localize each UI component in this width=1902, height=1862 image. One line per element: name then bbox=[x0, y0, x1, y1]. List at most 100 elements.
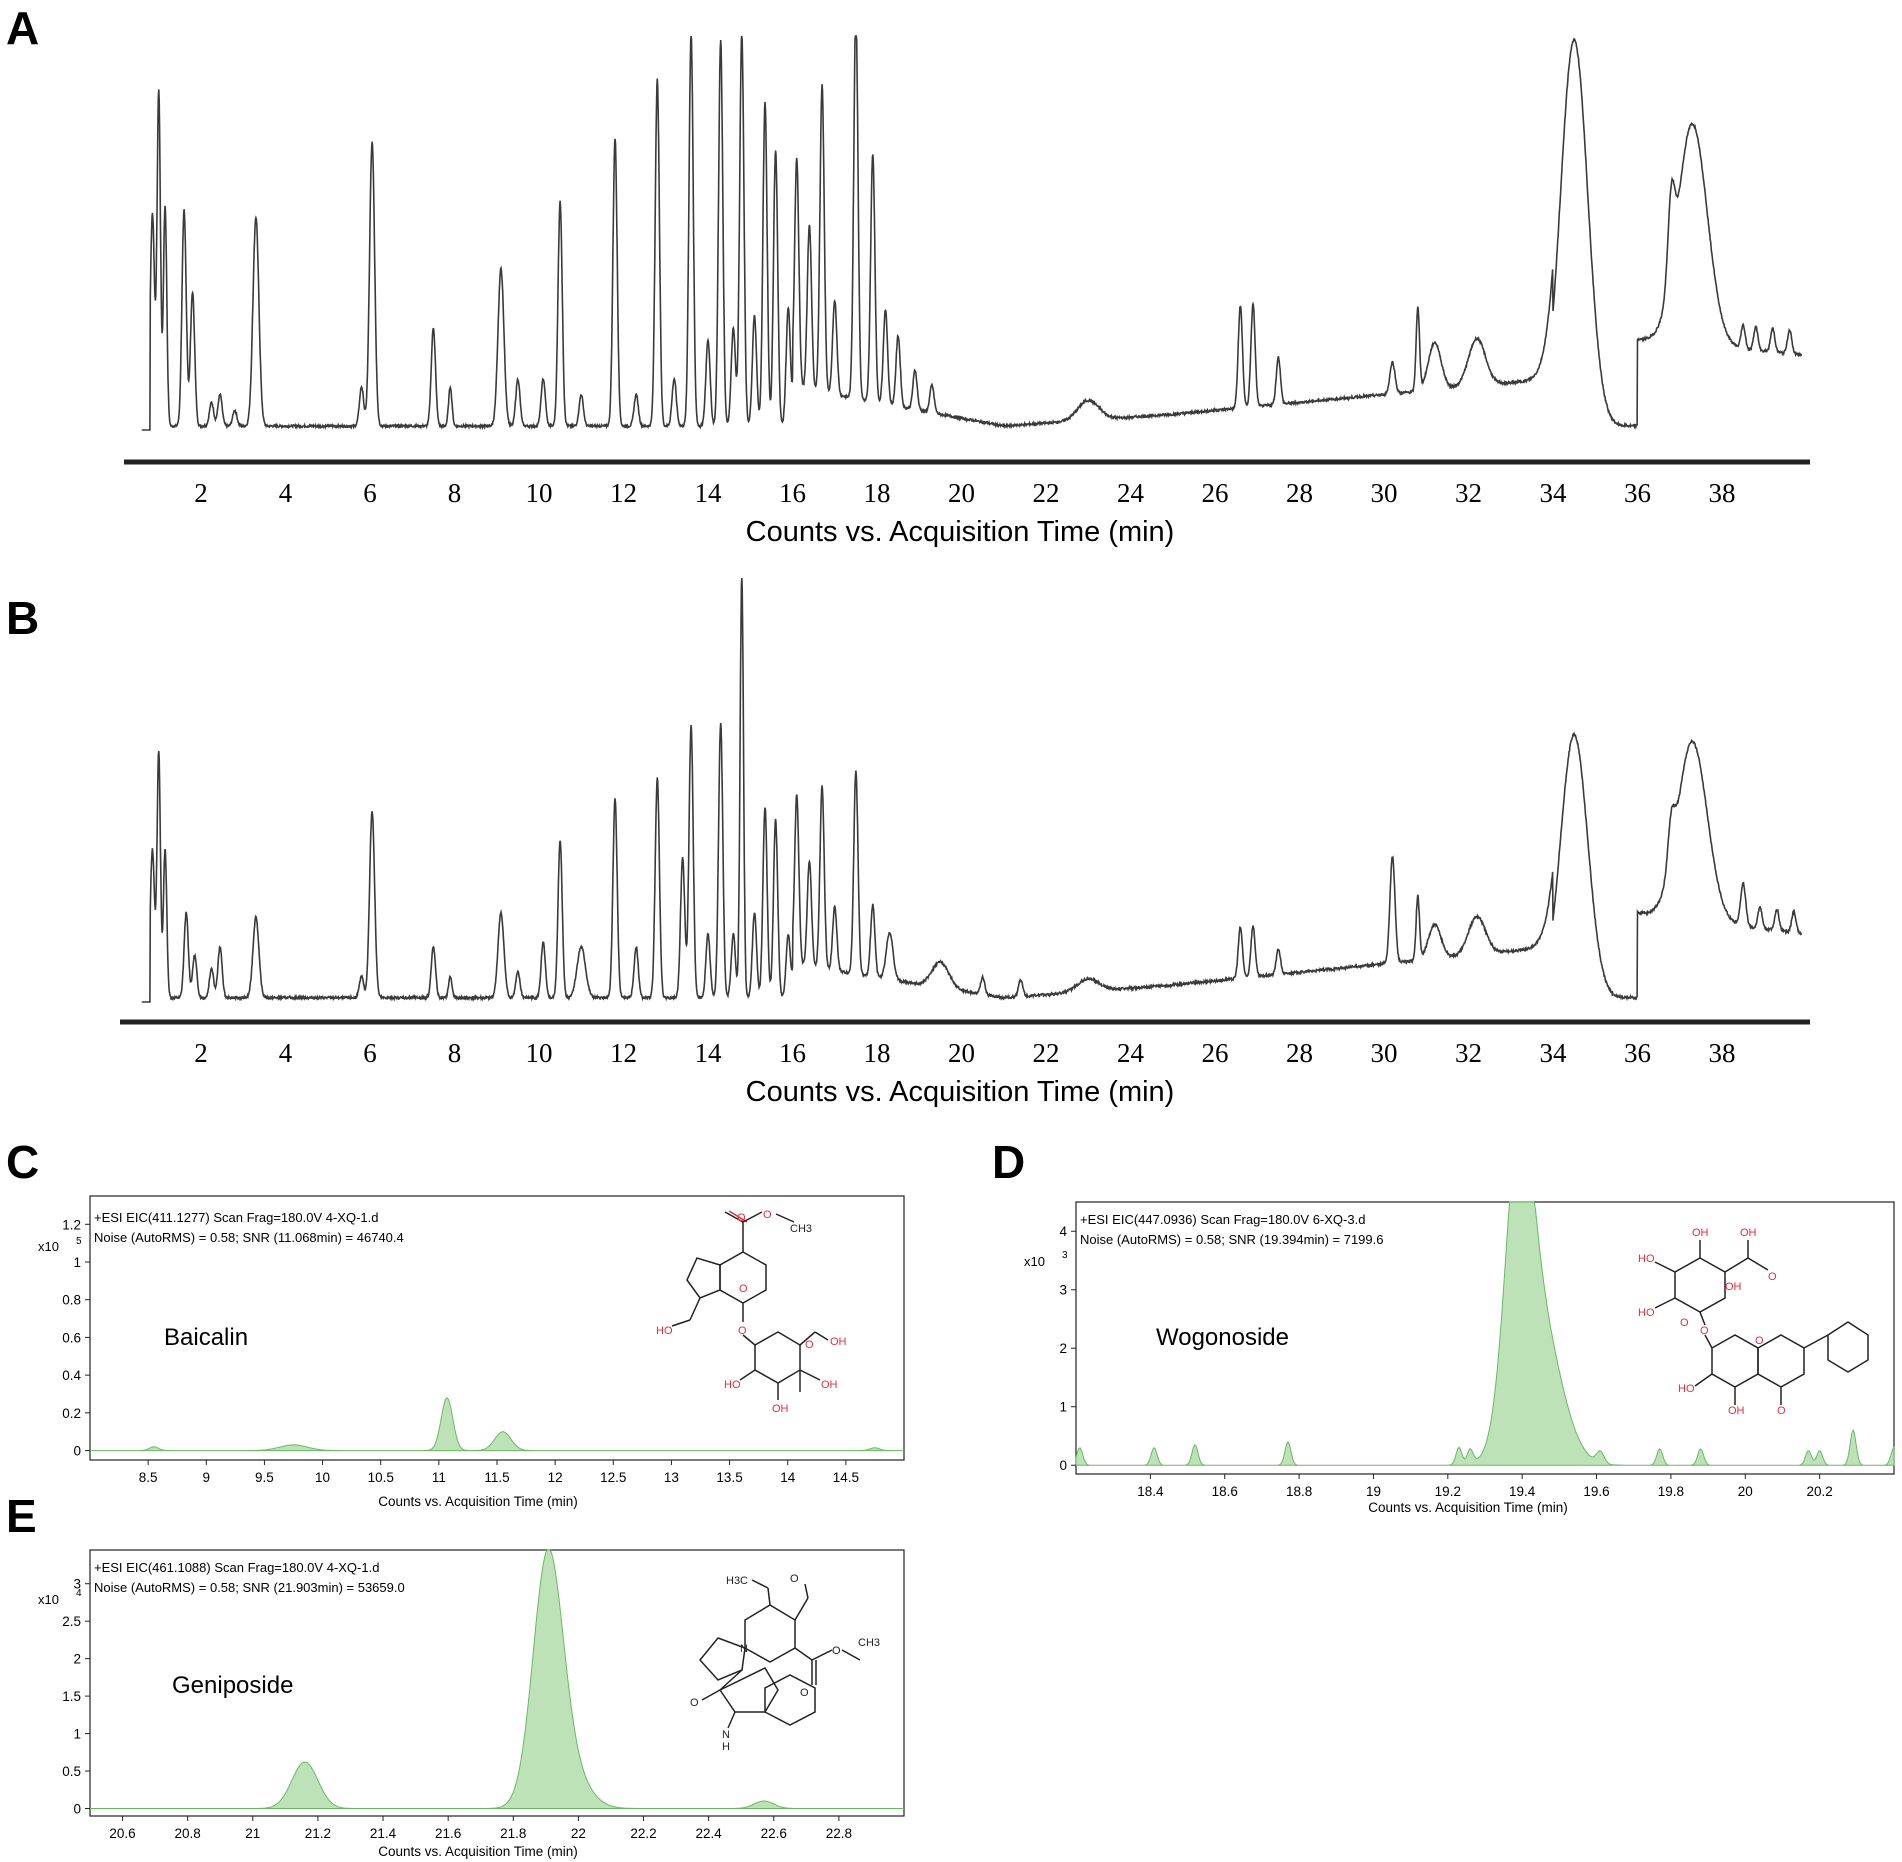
x-tick-label: 21 bbox=[245, 1826, 260, 1841]
panel-e: E +ESI EIC(461.1088) Scan Frag=180.0V 4-… bbox=[6, 1490, 905, 1859]
y-scale-exponent-d: 3 bbox=[1062, 1250, 1068, 1261]
atom-label: H bbox=[722, 1741, 730, 1753]
y-tick-label: 0.6 bbox=[62, 1330, 81, 1345]
atom-label: HO bbox=[1678, 1383, 1695, 1395]
x-tick-label: 22 bbox=[1033, 478, 1060, 508]
y-tick-label: 2 bbox=[1059, 1341, 1067, 1356]
x-tick-label: 14.5 bbox=[833, 1470, 859, 1485]
x-tick-label: 8.5 bbox=[139, 1470, 158, 1485]
y-tick-label: 0.4 bbox=[62, 1368, 81, 1383]
x-tick-label: 32 bbox=[1455, 1038, 1482, 1068]
x-tick-label: 28 bbox=[1286, 478, 1313, 508]
chemical-labels-d: OH HO OH O OH HO O O O HO OH O bbox=[1638, 1227, 1786, 1417]
x-tick-label: 36 bbox=[1624, 478, 1651, 508]
panel-d: D +ESI EIC(447.0936) Scan Frag=180.0V 6-… bbox=[992, 1136, 1895, 1515]
header-line-1-e: +ESI EIC(461.1088) Scan Frag=180.0V 4-XQ… bbox=[94, 1560, 379, 1575]
y-tick-label: 0 bbox=[73, 1444, 81, 1459]
x-tick-label: 14 bbox=[695, 478, 723, 508]
x-tick-label: 19 bbox=[1366, 1484, 1381, 1499]
x-tick-label: 8 bbox=[448, 478, 462, 508]
y-tick-label: 1 bbox=[73, 1727, 81, 1742]
x-tick-label: 12 bbox=[548, 1470, 563, 1485]
x-tick-label: 22.2 bbox=[630, 1826, 656, 1841]
y-tick-label: 0 bbox=[1059, 1458, 1067, 1473]
y-scale-exponent-c: 5 bbox=[76, 1236, 82, 1247]
y-scale-base-e: x10 bbox=[38, 1592, 59, 1607]
eic-peak-area-d bbox=[1075, 1201, 1895, 1466]
x-ticks-b: 2 4 6 8 10 12 14 16 18 20 22 24 26 28 30 32 34 36 38 bbox=[194, 1038, 1735, 1068]
x-tick-label: 32 bbox=[1455, 478, 1482, 508]
panel-c: C +ESI EIC(411.1277) Scan Frag=180.0V 4-… bbox=[6, 1136, 905, 1509]
atom-label: CH3 bbox=[790, 1223, 812, 1235]
x-ticks-a: 2 4 6 8 10 12 14 16 18 20 22 24 26 28 30 32 34 36 38 bbox=[194, 478, 1735, 508]
atom-label: O bbox=[763, 1209, 772, 1221]
atom-label: N bbox=[722, 1729, 730, 1741]
chemical-structure-c bbox=[671, 1210, 829, 1400]
x-tick-label: 20.6 bbox=[109, 1826, 135, 1841]
eic-peak-area-c bbox=[90, 1397, 904, 1452]
x-tick-label: 22 bbox=[1033, 1038, 1060, 1068]
y-tick-label: 0 bbox=[73, 1802, 81, 1817]
x-tick-label: 30 bbox=[1371, 1038, 1398, 1068]
atom-label: O bbox=[739, 1283, 748, 1295]
x-tick-label: 16 bbox=[779, 478, 806, 508]
y-scale-exponent-e: 4 bbox=[76, 1588, 82, 1599]
panel-label-d: D bbox=[992, 1136, 1025, 1188]
y-tick-label: 3 bbox=[1059, 1283, 1067, 1298]
y-tick-label: 4 bbox=[1059, 1224, 1067, 1239]
compound-label-d: Wogonoside bbox=[1156, 1324, 1289, 1351]
x-tick-label: 21.2 bbox=[305, 1826, 331, 1841]
x-tick-label: 14 bbox=[780, 1470, 796, 1485]
x-tick-label: 21.8 bbox=[500, 1826, 526, 1841]
panel-label-b: B bbox=[6, 592, 39, 644]
x-tick-label: 18.8 bbox=[1286, 1484, 1312, 1499]
header-line-1-c: +ESI EIC(411.1277) Scan Frag=180.0V 4-XQ… bbox=[94, 1210, 378, 1225]
x-tick-label: 14 bbox=[695, 1038, 723, 1068]
x-tick-label: 4 bbox=[279, 1038, 293, 1068]
chemical-structure-d bbox=[1654, 1240, 1869, 1405]
chromatogram-trace-a bbox=[141, 35, 1803, 431]
x-tick-label: 6 bbox=[363, 1038, 377, 1068]
x-tick-label: 13.5 bbox=[716, 1470, 742, 1485]
x-axis-label-e: Counts vs. Acquisition Time (min) bbox=[378, 1844, 578, 1859]
x-tick-label: 22 bbox=[571, 1826, 586, 1841]
x-tick-label: 13 bbox=[664, 1470, 679, 1485]
x-tick-label: 34 bbox=[1540, 478, 1568, 508]
y-scale-base-c: x10 bbox=[38, 1239, 59, 1254]
header-line-2-e: Noise (AutoRMS) = 0.58; SNR (21.903min) … bbox=[94, 1580, 405, 1595]
y-tick-label: 0.2 bbox=[62, 1406, 81, 1421]
atom-label: HO bbox=[1638, 1307, 1655, 1319]
chemical-labels-e: H3C O O O CH3 N O N H bbox=[690, 1573, 880, 1753]
x-tick-label: 12 bbox=[610, 1038, 637, 1068]
panel-b: B 2 4 6 8 10 12 14 16 18 20 22 24 26 28 30 32 34 36 38 Cou… bbox=[6, 577, 1810, 1108]
plot-frame-e bbox=[89, 1549, 905, 1817]
y-tick-label: 1 bbox=[73, 1255, 81, 1270]
x-tick-label: 10 bbox=[315, 1470, 330, 1485]
x-tick-label: 18.6 bbox=[1212, 1484, 1238, 1499]
x-tick-label: 16 bbox=[779, 1038, 806, 1068]
y-tick-label: 1.5 bbox=[62, 1689, 81, 1704]
x-tick-label: 18.4 bbox=[1137, 1484, 1164, 1499]
x-tick-label: 12 bbox=[610, 478, 637, 508]
header-line-1-d: +ESI EIC(447.0936) Scan Frag=180.0V 6-XQ… bbox=[1080, 1212, 1365, 1227]
x-tick-label: 19.4 bbox=[1509, 1484, 1536, 1499]
y-tick-label: 1.2 bbox=[62, 1217, 81, 1232]
x-axis-label-b: Counts vs. Acquisition Time (min) bbox=[746, 1076, 1175, 1108]
atom-label: H3C bbox=[726, 1575, 748, 1587]
x-tick-label: 19.2 bbox=[1435, 1484, 1461, 1499]
compound-label-e: Geniposide bbox=[172, 1672, 293, 1699]
atom-label: O bbox=[1700, 1325, 1709, 1337]
y-tick-label: 2.5 bbox=[62, 1614, 81, 1629]
y-tick-label: 3 bbox=[73, 1577, 81, 1592]
x-tick-label: 12.5 bbox=[600, 1470, 626, 1485]
x-tick-label: 24 bbox=[1117, 1038, 1145, 1068]
plot-frame-d bbox=[1075, 1201, 1895, 1475]
y-tick-label: 2 bbox=[73, 1652, 81, 1667]
x-tick-label: 34 bbox=[1540, 1038, 1568, 1068]
x-axis-label-a: Counts vs. Acquisition Time (min) bbox=[746, 516, 1175, 548]
x-tick-label: 24 bbox=[1117, 478, 1145, 508]
atom-label: O bbox=[1680, 1317, 1689, 1329]
panel-a: A 2 4 6 8 10 12 14 16 18 20 22 24 26 28 30 32 34 36 38 Cou… bbox=[6, 2, 1810, 548]
x-tick-label: 9 bbox=[203, 1470, 211, 1485]
x-tick-label: 26 bbox=[1202, 478, 1229, 508]
